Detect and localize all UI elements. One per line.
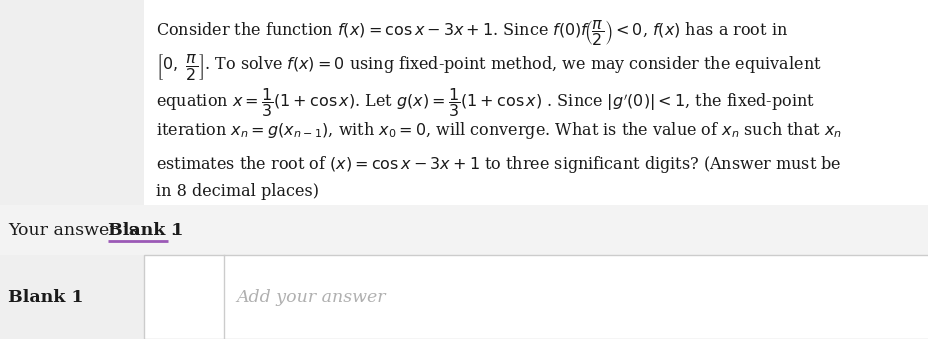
Text: .: .: [170, 222, 175, 239]
Text: Blank 1: Blank 1: [8, 288, 84, 305]
Text: Consider the function $f(x) = \cos x - 3x + 1$. Since $f(0)f\!\left(\dfrac{\pi}{: Consider the function $f(x) = \cos x - 3…: [156, 18, 787, 48]
Bar: [144, 255, 928, 339]
Text: Add your answer: Add your answer: [236, 288, 385, 305]
Text: estimates the root of $(x) = \cos x - 3x + 1$ to three significant digits? (Answ: estimates the root of $(x) = \cos x - 3x…: [156, 154, 841, 175]
Bar: [0, 205, 928, 255]
Text: equation $x = \dfrac{1}{3}(1 + \cos x)$. Let $g(x) = \dfrac{1}{3}(1 + \cos x)$ .: equation $x = \dfrac{1}{3}(1 + \cos x)$.…: [156, 86, 814, 119]
Text: iteration $x_n = g(x_{n-1})$, with $x_0 = 0$, will converge. What is the value o: iteration $x_n = g(x_{n-1})$, with $x_0 …: [156, 120, 841, 141]
Text: Blank 1: Blank 1: [108, 222, 184, 239]
Bar: [0, 0, 144, 339]
Text: $\left[0,\ \dfrac{\pi}{2}\right]$. To solve $f(x) = 0$ using fixed-point method,: $\left[0,\ \dfrac{\pi}{2}\right]$. To so…: [156, 52, 821, 82]
Bar: [144, 0, 928, 205]
Text: in 8 decimal places): in 8 decimal places): [156, 183, 318, 200]
Text: Your answer is: Your answer is: [8, 222, 143, 239]
